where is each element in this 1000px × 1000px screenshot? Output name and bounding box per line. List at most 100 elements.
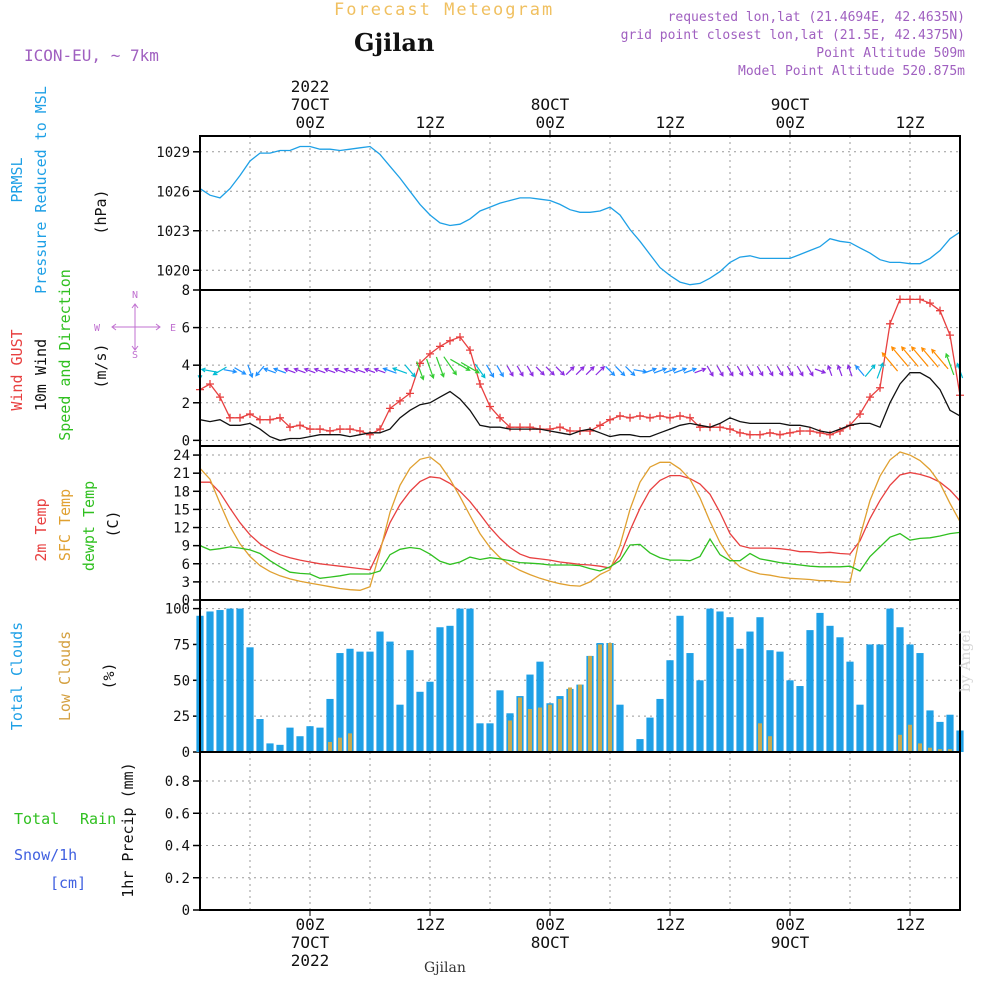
bottom-time-label: 9OCT xyxy=(771,933,810,952)
gust-point xyxy=(216,393,224,402)
clouds-bar-total-clouds xyxy=(746,631,754,752)
clouds-bar-total-clouds xyxy=(666,660,674,752)
clouds-ytick-label: 75 xyxy=(173,637,190,653)
gust-point xyxy=(776,430,784,439)
clouds-bar-total-clouds xyxy=(816,612,824,752)
pressure-label-desc: Pressure Reduced to MSL xyxy=(32,86,50,294)
wind-direction-arrow xyxy=(343,367,356,374)
temp-ytick-label: 0 xyxy=(182,593,190,609)
clouds-bar-low-clouds xyxy=(578,684,582,752)
clouds-bar-total-clouds xyxy=(686,653,694,752)
wind-ytick-label: 6 xyxy=(182,321,190,337)
gust-point xyxy=(346,425,354,434)
wind-speed-direction-label: Speed and Direction xyxy=(56,269,74,441)
gust-point xyxy=(726,425,734,434)
wind-series-10m-wind xyxy=(199,372,961,442)
top-time-label: 7OCT xyxy=(291,95,330,114)
clouds-bar-total-clouds xyxy=(806,630,814,752)
gust-point xyxy=(356,426,364,435)
clouds-bar-low-clouds xyxy=(338,737,342,752)
gust-point xyxy=(866,393,874,402)
temp-ytick-label: 18 xyxy=(173,484,190,500)
precip-ytick-label: 0.4 xyxy=(165,839,190,855)
gust-point xyxy=(736,428,744,437)
clouds-bar-total-clouds xyxy=(376,631,384,752)
bottom-time-label: 12Z xyxy=(416,915,445,934)
top-time-label: 2022 xyxy=(291,77,330,96)
clouds-ytick-label: 50 xyxy=(173,673,190,689)
model-label: ICON-EU, ~ 7km xyxy=(24,46,159,65)
gust-point xyxy=(316,425,324,434)
wind-10m-label: 10m Wind xyxy=(32,339,50,411)
clouds-bar-low-clouds xyxy=(598,644,602,752)
wind-direction-arrow xyxy=(474,363,486,379)
temp-ytick-label: 12 xyxy=(173,521,190,537)
bottom-time-label: 7OCT xyxy=(291,933,330,952)
wind-direction-arrow xyxy=(854,364,865,377)
top-time-label: 00Z xyxy=(776,113,805,132)
wind-direction-arrow xyxy=(555,366,565,376)
compass-south: S xyxy=(132,350,138,361)
gust-point xyxy=(916,295,924,304)
temp-series-sfc-temp xyxy=(199,451,961,591)
wind-direction-arrow xyxy=(945,352,955,376)
clouds-bar-total-clouds xyxy=(756,617,764,752)
gust-point xyxy=(476,379,484,388)
wind-direction-arrow xyxy=(263,367,277,374)
temp-frame xyxy=(199,445,961,601)
pressure-panel: 1020 1023 1026 1029 xyxy=(156,135,961,291)
clouds-bar-low-clouds xyxy=(948,749,952,752)
gust-point xyxy=(886,319,894,328)
clouds-bar-total-clouds xyxy=(276,744,284,752)
pressure-frame xyxy=(199,135,961,291)
clouds-bar-total-clouds xyxy=(856,704,864,752)
wind-direction-arrow xyxy=(814,368,827,374)
top-time-label: 8OCT xyxy=(531,95,570,114)
top-time-label: 9OCT xyxy=(771,95,810,114)
precip-ytick-label: 0.2 xyxy=(165,871,190,887)
clouds-bar-total-clouds xyxy=(716,611,724,752)
wind-direction-arrow xyxy=(450,358,471,371)
gust-point xyxy=(646,413,654,422)
precip-rain-label: Rain xyxy=(80,810,116,828)
clouds-bar-total-clouds xyxy=(866,644,874,752)
wind-direction-arrow xyxy=(876,362,884,379)
clouds-bar-total-clouds xyxy=(706,608,714,752)
clouds-bar-total-clouds xyxy=(226,608,234,752)
compass-west: W xyxy=(94,323,101,334)
gust-point xyxy=(486,402,494,411)
wind-direction-arrow xyxy=(404,364,416,378)
wind-direction-arrow xyxy=(920,346,939,368)
wind-ytick-label: 8 xyxy=(182,283,190,299)
precip-ytick-label: 0.6 xyxy=(165,806,190,822)
gust-point xyxy=(396,396,404,405)
wind-ytick-label: 0 xyxy=(182,433,190,449)
gust-point xyxy=(436,342,444,351)
wind-direction-arrow xyxy=(526,365,534,377)
clouds-bar-total-clouds xyxy=(676,615,684,752)
model-point-altitude: Model Point Altitude 520.875m xyxy=(738,64,965,79)
wind-direction-arrow xyxy=(373,367,386,374)
wind-direction-arrow xyxy=(864,364,876,377)
clouds-bar-total-clouds xyxy=(316,727,324,752)
clouds-bar-total-clouds xyxy=(426,681,434,752)
clouds-bar-total-clouds xyxy=(926,710,934,752)
wind-direction-arrow xyxy=(653,367,668,374)
compass-north: N xyxy=(132,290,138,301)
wind-direction-arrow xyxy=(766,365,774,377)
wind-direction-arrow xyxy=(460,361,480,374)
wind-direction-arrow xyxy=(643,367,658,374)
top-time-label: 00Z xyxy=(296,113,325,132)
gust-point xyxy=(236,413,244,422)
clouds-bar-low-clouds xyxy=(928,747,932,752)
wind-direction-arrow xyxy=(212,366,227,376)
wind-gust-label: Wind GUST xyxy=(8,329,26,410)
gust-point xyxy=(636,411,644,420)
gust-point xyxy=(836,426,844,435)
gust-point xyxy=(556,423,564,432)
temp-ytick-label: 15 xyxy=(173,502,190,518)
clouds-bar-total-clouds xyxy=(656,698,664,752)
gust-point xyxy=(806,426,814,435)
clouds-bar-total-clouds xyxy=(336,653,344,752)
